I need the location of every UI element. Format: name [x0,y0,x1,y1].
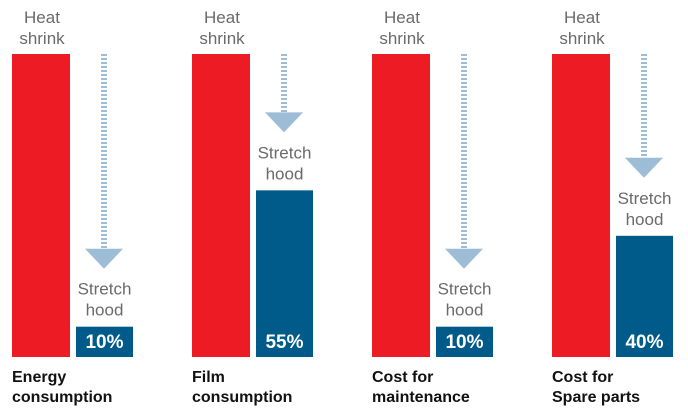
category-label: Cost for [552,369,613,386]
category-label: consumption [12,389,112,406]
stretch-hood-label: Stretch [438,280,492,299]
heat-shrink-label: Heat [384,8,420,27]
heat-shrink-label: Heat [24,8,60,27]
heat-shrink-label: shrink [199,29,245,48]
reduction-arrow-head [85,248,123,269]
stretch-hood-label: Stretch [618,189,672,208]
heat-shrink-label: shrink [379,29,425,48]
heat-shrink-label: Heat [204,8,240,27]
stretch-hood-bar [256,190,313,357]
category-label: Film [192,369,225,386]
category-label: Spare parts [552,389,640,406]
stretch-hood-label: hood [86,301,124,320]
stretch-hood-label: hood [626,210,664,229]
reduction-arrow-head [445,248,483,269]
stretch-hood-value-label: 40% [625,332,663,353]
stretch-hood-label: hood [266,164,304,183]
reduction-arrow-head [625,157,663,178]
heat-shrink-bar [192,54,250,357]
category-label: Cost for [372,369,433,386]
stretch-hood-bar [616,235,673,357]
stretch-hood-label: Stretch [78,280,132,299]
heat-shrink-bar [552,54,610,357]
heat-shrink-label: Heat [564,8,600,27]
category-label: consumption [192,389,292,406]
stretch-hood-label: hood [446,301,484,320]
stretch-hood-value-label: 10% [445,332,483,353]
heat-shrink-label: shrink [559,29,605,48]
stretch-hood-value-label: 55% [265,332,303,353]
category-label: maintenance [372,389,470,406]
stretch-hood-bar [76,326,133,357]
stretch-hood-label: Stretch [258,143,312,162]
heat-shrink-label: shrink [19,29,65,48]
reduction-arrow-head [265,112,303,133]
stretch-hood-value-label: 10% [85,332,123,353]
heat-shrink-bar [12,54,70,357]
stretch-hood-bar [436,326,493,357]
category-label: Energy [12,369,66,386]
heat-shrink-bar [372,54,430,357]
